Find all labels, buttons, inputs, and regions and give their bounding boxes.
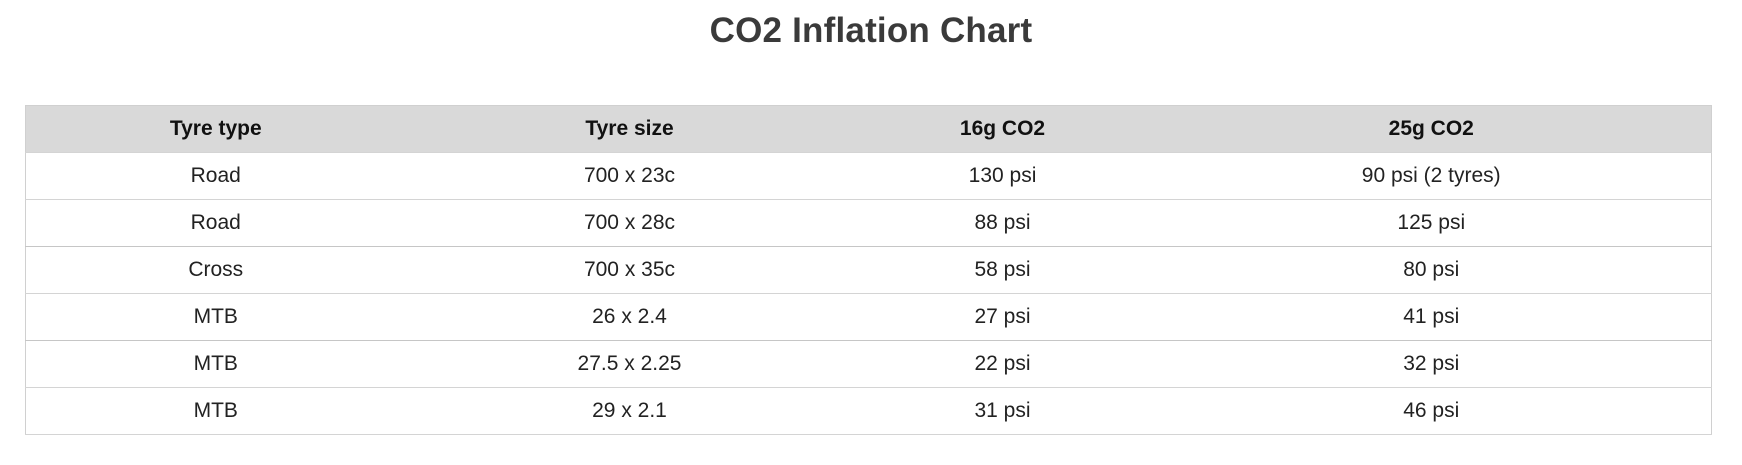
cell-25g-co2: 46 psi [1151,387,1712,435]
cell-16g-co2: 22 psi [853,340,1152,388]
cell-tyre-size: 26 x 2.4 [405,293,854,341]
inflation-table: Tyre type Tyre size 16g CO2 25g CO2 Road… [25,105,1712,435]
table-row: MTB 27.5 x 2.25 22 psi 32 psi [25,340,1712,388]
table-row: MTB 26 x 2.4 27 psi 41 psi [25,293,1712,341]
cell-16g-co2: 58 psi [853,246,1152,294]
table-row: Road 700 x 23c 130 psi 90 psi (2 tyres) [25,152,1712,200]
cell-25g-co2: 80 psi [1151,246,1712,294]
cell-16g-co2: 88 psi [853,199,1152,247]
cell-tyre-type: Cross [25,246,406,294]
table-row: Cross 700 x 35c 58 psi 80 psi [25,246,1712,294]
header-tyre-type: Tyre type [25,105,406,153]
cell-tyre-size: 700 x 35c [405,246,854,294]
cell-tyre-size: 29 x 2.1 [405,387,854,435]
cell-25g-co2: 32 psi [1151,340,1712,388]
table-row: Road 700 x 28c 88 psi 125 psi [25,199,1712,247]
cell-16g-co2: 130 psi [853,152,1152,200]
cell-25g-co2: 125 psi [1151,199,1712,247]
header-16g-co2: 16g CO2 [853,105,1152,153]
cell-tyre-type: Road [25,199,406,247]
page-title: CO2 Inflation Chart [709,11,1033,50]
cell-tyre-type: MTB [25,387,406,435]
cell-tyre-type: MTB [25,340,406,388]
cell-tyre-type: Road [25,152,406,200]
cell-25g-co2: 41 psi [1151,293,1712,341]
inflation-table-container: Tyre type Tyre size 16g CO2 25g CO2 Road… [25,105,1712,435]
table-header: Tyre type Tyre size 16g CO2 25g CO2 [25,105,1712,153]
header-row: Tyre type Tyre size 16g CO2 25g CO2 [25,105,1712,153]
cell-tyre-size: 27.5 x 2.25 [405,340,854,388]
table-body: Road 700 x 23c 130 psi 90 psi (2 tyres) … [25,152,1712,435]
cell-16g-co2: 27 psi [853,293,1152,341]
cell-25g-co2: 90 psi (2 tyres) [1151,152,1712,200]
table-row: MTB 29 x 2.1 31 psi 46 psi [25,387,1712,435]
cell-16g-co2: 31 psi [853,387,1152,435]
cell-tyre-type: MTB [25,293,406,341]
header-25g-co2: 25g CO2 [1151,105,1712,153]
cell-tyre-size: 700 x 23c [405,152,854,200]
header-tyre-size: Tyre size [405,105,854,153]
cell-tyre-size: 700 x 28c [405,199,854,247]
